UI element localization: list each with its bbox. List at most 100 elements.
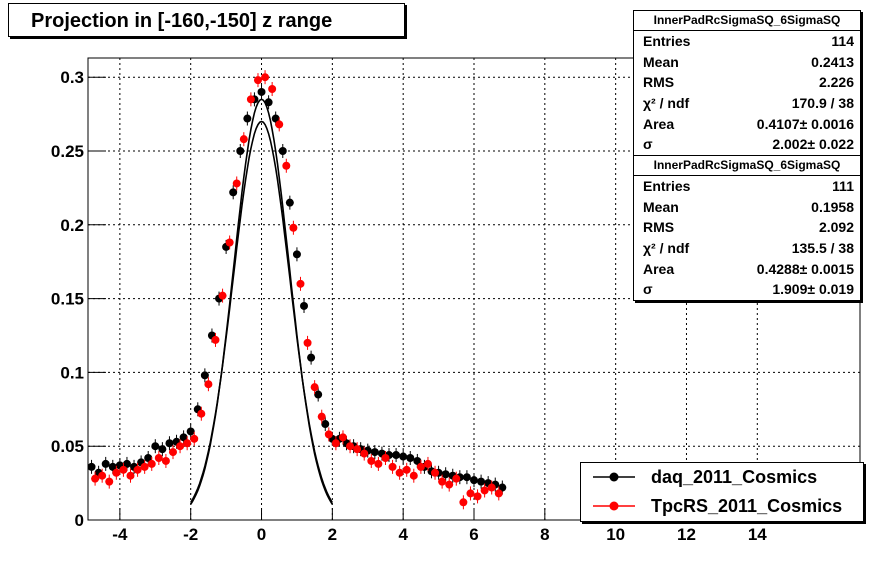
stats-row-chi2: χ² / ndf 170.9 / 38 [643,95,854,112]
data-point [324,430,333,439]
legend-marker-tpcrs [593,501,635,511]
data-point [122,459,131,468]
data-point [321,420,330,429]
data-point [105,477,114,486]
data-point [317,412,326,421]
data-point [239,135,248,144]
data-point [161,456,170,465]
data-point [289,223,298,232]
data-point [179,433,188,442]
data-point [431,468,440,477]
stats-row-area: Area 0.4288± 0.0015 [643,260,854,277]
data-point [183,439,192,448]
stats-row-sigma: σ 2.002± 0.022 [643,136,854,153]
y-tick-label: 0.3 [60,68,84,87]
y-tick-label: 0.1 [60,363,84,382]
data-point [200,371,209,380]
data-point [112,468,121,477]
x-tick-label: 0 [257,525,266,544]
data-point [438,477,447,486]
stats-row-mean: Mean 0.1958 [643,198,854,215]
data-point [204,380,213,389]
data-point [154,454,163,463]
data-point [300,301,309,310]
data-point [445,480,454,489]
legend-label-tpcrs: TpcRS_2011_Cosmics [651,496,843,516]
data-point [268,84,277,93]
data-point [197,409,206,418]
data-point [271,114,280,123]
data-marks [87,70,507,510]
data-point [158,445,167,454]
data-point [282,161,291,170]
data-point [186,427,195,436]
stats-header: InnerPadRcSigmaSQ_6SigmaSQ [634,156,860,176]
data-point [126,471,135,480]
data-point [487,483,496,492]
stats-header: InnerPadRcSigmaSQ_6SigmaSQ [634,11,860,31]
legend-label-daq: daq_2011_Cosmics [651,467,818,487]
axes: -4 -2 0 2 4 6 8 10 12 14 0 0.05 0.1 0.15 0.2 0.25 0.3 [51,68,767,544]
data-point [151,442,160,451]
data-point [374,459,383,468]
data-point [243,114,252,123]
stats-row-entries: Entries 111 [643,178,854,194]
stats-box-daq: InnerPadRcSigmaSQ_6SigmaSQ Entries 114 Me… [633,10,861,157]
data-point [413,456,422,465]
data-point [392,451,401,460]
data-point [119,465,128,474]
data-point [144,454,153,463]
data-point [303,338,312,347]
data-point [264,98,273,107]
data-point [346,442,355,451]
data-point [409,471,418,480]
data-point [236,146,245,155]
data-point [416,462,425,471]
data-point [165,439,174,448]
legend-marker-daq [593,472,635,482]
legend: daq_2011_Cosmics TpcRS_2011_Cosmics [580,462,864,522]
data-point [367,456,376,465]
data-point [370,448,379,457]
x-tick-label: 4 [398,525,408,544]
data-point [381,454,390,463]
data-point [388,462,397,471]
data-point [452,474,461,483]
data-point [232,179,241,188]
stats-row-sigma: σ 1.909± 0.019 [643,281,854,298]
y-tick-label: 0 [75,511,84,530]
data-point [225,238,234,247]
x-tick-label: 2 [328,525,337,544]
fit-curve [190,98,333,505]
x-tick-label: 6 [469,525,478,544]
stats-row-area: Area 0.4107± 0.0016 [643,115,854,132]
chart-title: Projection in [-160,-150] z range [8,3,405,37]
data-point [278,146,287,155]
data-point [253,76,262,85]
x-tick-label: 8 [540,525,549,544]
y-tick-label: 0.15 [51,290,84,309]
data-point [477,477,486,486]
series-0 [87,84,507,503]
data-point [406,454,415,463]
y-tick-label: 0.2 [60,216,84,235]
data-point [480,486,489,495]
data-point [473,492,482,501]
data-point [218,291,227,300]
x-tick-label: 12 [677,525,696,544]
data-point [459,498,468,507]
data-point [360,449,369,458]
y-tick-label: 0.05 [51,437,84,456]
stats-row-entries: Entries 114 [643,33,854,49]
stats-row-mean: Mean 0.2413 [643,53,854,70]
data-point [168,448,177,457]
data-point [261,73,270,82]
data-point [296,279,305,288]
data-point [101,459,110,468]
data-point [140,462,149,471]
series-1 [91,70,503,510]
data-point [494,489,503,498]
data-point [423,459,432,468]
data-point [246,95,255,104]
